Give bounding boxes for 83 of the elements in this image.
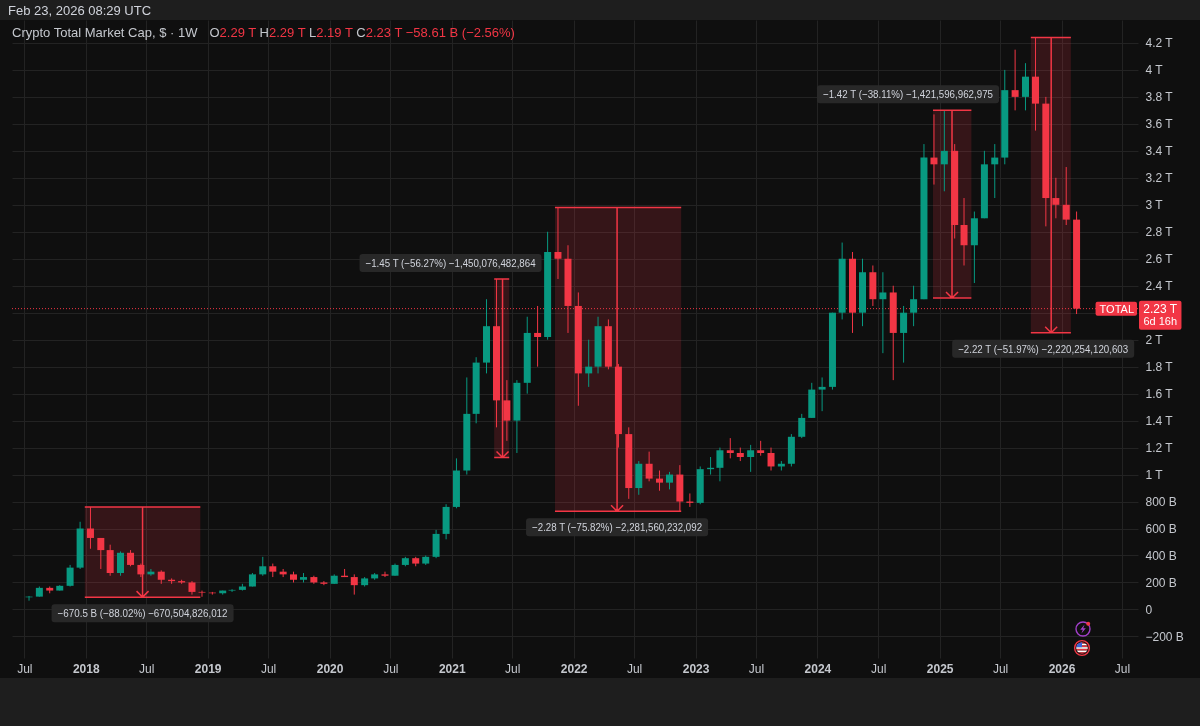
- annotation: −1.42 T (−38.11%) −1,421,596,962,975: [823, 88, 1024, 101]
- candlestick: [716, 447, 724, 482]
- candlestick: [350, 573, 358, 596]
- candlestick: [534, 305, 542, 368]
- annotation: TOTAL: [1099, 302, 1134, 315]
- candlestick: [798, 413, 806, 439]
- y-tick-label: 1.8 T: [1145, 360, 1174, 375]
- x-tick-label: 2024: [804, 661, 832, 676]
- text: 6d 16h: [1143, 314, 1178, 327]
- candlestick: [432, 529, 440, 559]
- x-tick-label: 2025: [926, 661, 954, 676]
- candlestick: [1011, 49, 1019, 111]
- y-tick-label: 3.4 T: [1145, 144, 1174, 159]
- x-tick-label: Jul: [748, 661, 765, 676]
- y-tick-label: 3.2 T: [1145, 171, 1174, 186]
- annotation: −1.45 T (−56.27%) −1,450,076,482,864: [365, 256, 567, 269]
- chart-title: Crypto Total Market Cap, $ · 1W: [12, 25, 198, 40]
- x-tick-label: 2022: [560, 661, 588, 676]
- candlestick: [940, 109, 948, 192]
- candlestick: [198, 590, 206, 598]
- candlestick: [259, 556, 267, 577]
- annotation: −2.28 T (−75.82%) −2,281,560,232,092: [532, 521, 734, 534]
- x-tick-label: 2019: [194, 661, 222, 676]
- y-tick-label: 2.4 T: [1145, 279, 1174, 294]
- candlestick: [554, 206, 562, 280]
- y-tick-label: 800 B: [1145, 495, 1177, 510]
- y-tick-label: 4.2 T: [1145, 36, 1174, 51]
- candlestick: [86, 506, 94, 550]
- y-tick-label: 1.2 T: [1145, 441, 1174, 456]
- x-tick-label: 2023: [682, 661, 710, 676]
- x-tick-label: Jul: [871, 661, 887, 676]
- y-tick-label: 0: [1145, 602, 1153, 617]
- x-tick-label: Jul: [626, 661, 643, 676]
- x-tick-label: Jul: [505, 661, 521, 676]
- y-tick-label: 2.8 T: [1145, 225, 1174, 240]
- candlestick: [503, 379, 511, 442]
- x-tick-label: Jul: [260, 661, 277, 676]
- x-tick-label: 2018: [72, 661, 100, 676]
- ref-line-label: 2.23 T: [1143, 301, 1178, 316]
- candlestick: [1052, 177, 1060, 219]
- x-tick-label: Jul: [17, 661, 33, 676]
- y-tick-label: 4 T: [1145, 63, 1164, 78]
- candlestick: [767, 447, 775, 472]
- candlestick: [910, 285, 918, 327]
- x-tick-label: Jul: [383, 661, 399, 676]
- x-tick-label: 2021: [438, 661, 466, 676]
- candlestick: [1021, 62, 1029, 111]
- x-tick-label: 2020: [316, 661, 344, 676]
- y-tick-label: 400 B: [1145, 548, 1177, 563]
- y-tick-label: 1.6 T: [1145, 387, 1174, 402]
- y-tick-label: 1.4 T: [1145, 414, 1174, 429]
- y-tick-label: 1 T: [1145, 468, 1164, 483]
- candlestick: [106, 544, 114, 577]
- y-tick-label: 3 T: [1145, 198, 1164, 213]
- candlestick: [960, 197, 968, 266]
- candlestick: [117, 550, 125, 577]
- y-tick-label: 3.8 T: [1145, 90, 1174, 105]
- candlestick: [645, 451, 653, 482]
- y-tick-label: 600 B: [1145, 522, 1177, 537]
- y-tick-label: 200 B: [1145, 575, 1177, 590]
- x-tick-label: Jul: [992, 661, 1009, 676]
- x-tick-label: 2026: [1048, 661, 1076, 676]
- y-tick-label: 2.6 T: [1145, 252, 1174, 267]
- candlestick: [97, 537, 105, 570]
- text: O2.29 T H2.29 T L2.19 T C2.23 T −58.61 B (−2.56%): [209, 25, 515, 40]
- candlestick: [900, 305, 908, 364]
- candlestick: [818, 376, 826, 412]
- candlestick: [381, 571, 389, 578]
- y-tick-label: −200 B: [1145, 629, 1184, 644]
- candlestick: [726, 437, 734, 459]
- text: Feb 23, 2026 08:29 UTC: [8, 3, 152, 18]
- y-tick-label: 2 T: [1145, 333, 1164, 348]
- candlestick: [228, 588, 236, 593]
- candlestick: [66, 564, 74, 588]
- x-tick-label: Jul: [1114, 661, 1131, 676]
- x-tick-label: Jul: [139, 661, 155, 676]
- candlestick: [655, 470, 663, 492]
- annotation: −670.5 B (−88.02%) −670,504,826,012: [57, 607, 257, 620]
- candlestick: [879, 271, 887, 354]
- candlestick: [320, 580, 328, 586]
- y-tick-label: 3.6 T: [1145, 117, 1174, 132]
- candlestick: [1062, 166, 1070, 226]
- candlestick: [747, 444, 755, 473]
